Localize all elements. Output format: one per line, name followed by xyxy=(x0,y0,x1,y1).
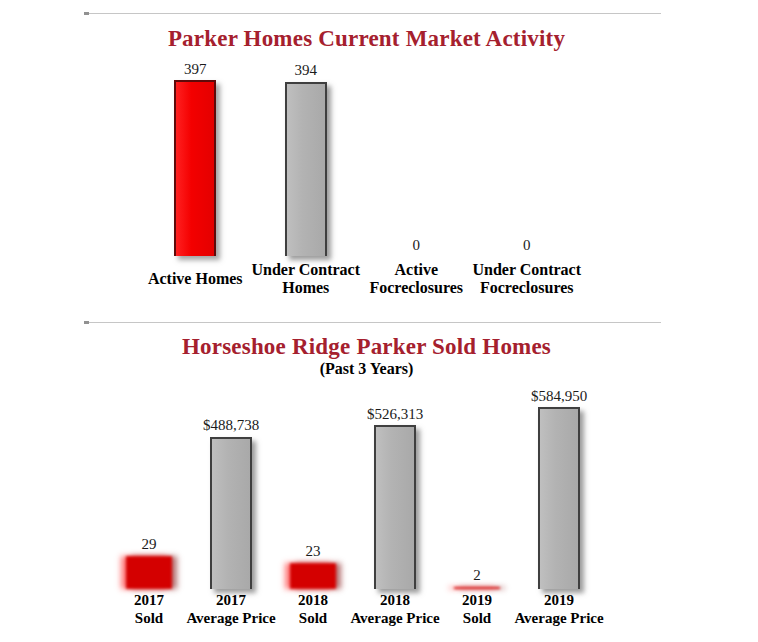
category-label-line: Under Contract xyxy=(472,261,581,279)
category-label-line: Average Price xyxy=(186,609,275,627)
chart-subtitle-past-3-years: (Past 3 Years) xyxy=(84,360,661,378)
bar-stack-2018-sold: 23 xyxy=(272,384,354,589)
bar-2019-sold xyxy=(454,587,500,589)
market-activity-plot-area: 397Active Homes394Under ContractHomes0Ac… xyxy=(84,55,661,302)
category-label-line: Focreclosures xyxy=(472,279,581,297)
sold-homes-plot-area: 292017Sold$488,7382017Average Price23201… xyxy=(84,384,661,631)
bar-stack-under-contract-homes: 394 xyxy=(251,55,362,256)
category-label-line: 2019 xyxy=(514,591,603,609)
chart-column-active-homes: 397 Active Homes xyxy=(140,55,251,302)
bar-under-contract-homes xyxy=(285,82,327,257)
sold-homes-chart: Horseshoe Ridge Parker Sold Homes (Past … xyxy=(84,334,661,631)
category-label-line: 2018 xyxy=(298,591,328,609)
category-label-line: Homes xyxy=(251,279,360,297)
chart-column-2017-average-price: $488,7382017Average Price xyxy=(190,384,272,631)
category-label-line: Sold xyxy=(462,609,492,627)
bar-stack-active-homes: 397 xyxy=(140,55,251,256)
bar-value-label-2017-sold: 29 xyxy=(142,536,157,553)
category-label-line: Under Contract xyxy=(251,261,360,279)
bar-stack-active-focreclosures: 0 xyxy=(361,55,472,256)
chart-title-sold-homes: Horseshoe Ridge Parker Sold Homes xyxy=(84,334,661,359)
category-label-under-contract-homes: Under ContractHomes xyxy=(251,256,360,302)
category-label-line: Sold xyxy=(134,609,164,627)
category-label-active-focreclosures: ActiveFocreclosures xyxy=(369,256,463,302)
bar-stack-2018-average-price: $526,313 xyxy=(354,384,436,589)
bar-stack-2019-sold: 2 xyxy=(436,384,518,589)
chart-title-market-activity: Parker Homes Current Market Activity xyxy=(84,26,661,51)
category-label-2017-sold: 2017Sold xyxy=(134,589,164,631)
category-label-2019-sold: 2019Sold xyxy=(462,589,492,631)
divider-line-middle xyxy=(84,322,661,323)
bar-value-label-active-focreclosures: 0 xyxy=(413,237,421,254)
bar-stack-2017-average-price: $488,738 xyxy=(190,384,272,589)
bar-value-label-under-contract-homes: 394 xyxy=(295,62,318,79)
chart-column-2018-average-price: $526,3132018Average Price xyxy=(354,384,436,631)
category-label-2019-average-price: 2019Average Price xyxy=(514,589,603,631)
category-label-under-contract-focreclosures: Under ContractFocreclosures xyxy=(472,256,581,302)
category-label-active-homes: Active Homes xyxy=(148,256,243,302)
category-label-line: Average Price xyxy=(350,609,439,627)
bar-2018-sold xyxy=(290,563,336,589)
category-label-2017-average-price: 2017Average Price xyxy=(186,589,275,631)
bar-value-label-under-contract-focreclosures: 0 xyxy=(523,237,531,254)
category-label-line: Focreclosures xyxy=(369,279,463,297)
market-activity-chart: Parker Homes Current Market Activity 397… xyxy=(84,26,661,302)
chart-column-under-contract-focreclosures: 0 Under ContractFocreclosures xyxy=(472,55,583,302)
category-label-2018-sold: 2018Sold xyxy=(298,589,328,631)
chart-column-under-contract-homes: 394 Under ContractHomes xyxy=(251,55,362,302)
category-label-line: 2017 xyxy=(134,591,164,609)
category-label-line: Active Homes xyxy=(148,270,243,288)
bar-active-homes xyxy=(174,80,216,256)
chart-column-2019-average-price: $584,9502019Average Price xyxy=(518,384,600,631)
bar-value-label-2019-average-price: $584,950 xyxy=(531,388,587,405)
report-page: Parker Homes Current Market Activity 397… xyxy=(0,0,758,642)
chart-column-2018-sold: 23 2018Sold xyxy=(272,384,354,631)
category-label-line: Active xyxy=(369,261,463,279)
bar-2019-average-price xyxy=(538,407,580,589)
bar-stack-under-contract-focreclosures: 0 xyxy=(472,55,583,256)
bar-value-label-2018-average-price: $526,313 xyxy=(367,406,423,423)
category-label-line: 2017 xyxy=(186,591,275,609)
category-label-line: 2019 xyxy=(462,591,492,609)
chart-column-2019-sold: 2 2019Sold xyxy=(436,384,518,631)
chart-column-2017-sold: 29 2017Sold xyxy=(108,384,190,631)
bar-value-label-2018-sold: 23 xyxy=(306,543,321,560)
bar-2018-average-price xyxy=(374,425,416,589)
bar-value-label-active-homes: 397 xyxy=(184,61,207,78)
category-label-line: 2018 xyxy=(350,591,439,609)
bar-2017-average-price xyxy=(210,437,252,589)
bar-stack-2017-sold: 29 xyxy=(108,384,190,589)
category-label-2018-average-price: 2018Average Price xyxy=(350,589,439,631)
category-label-line: Average Price xyxy=(514,609,603,627)
bar-stack-2019-average-price: $584,950 xyxy=(518,384,600,589)
bar-2017-sold xyxy=(126,556,172,589)
chart-column-active-focreclosures: 0 ActiveFocreclosures xyxy=(361,55,472,302)
bar-value-label-2019-sold: 2 xyxy=(473,567,481,584)
divider-line-top xyxy=(84,13,661,14)
category-label-line: Sold xyxy=(298,609,328,627)
bar-value-label-2017-average-price: $488,738 xyxy=(203,417,259,434)
